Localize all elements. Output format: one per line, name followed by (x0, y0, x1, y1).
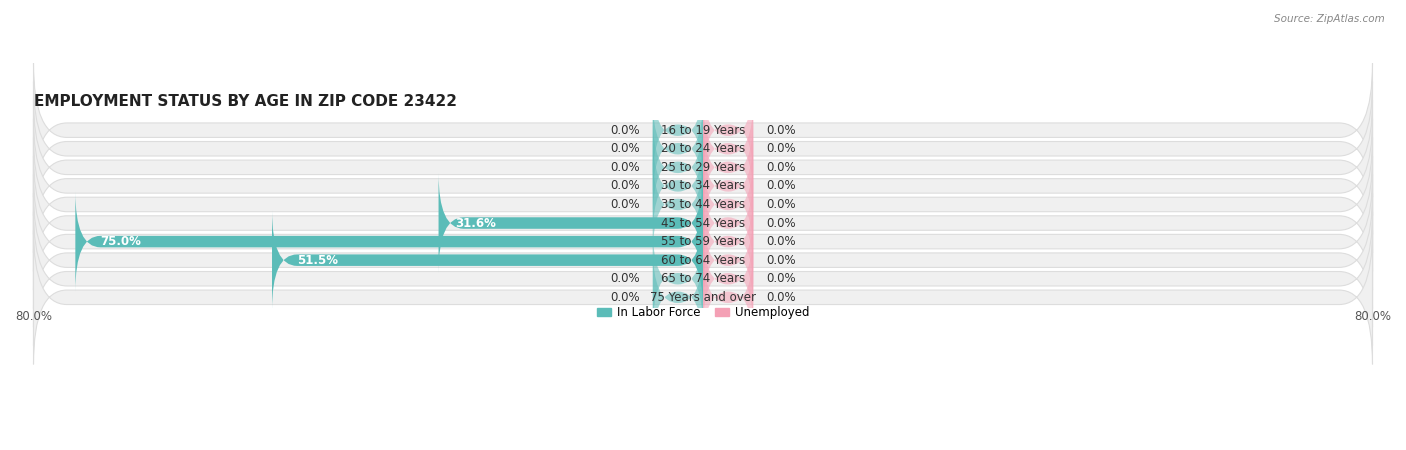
FancyBboxPatch shape (703, 173, 754, 273)
Legend: In Labor Force, Unemployed: In Labor Force, Unemployed (592, 302, 814, 324)
FancyBboxPatch shape (652, 80, 703, 180)
Text: 60 to 64 Years: 60 to 64 Years (661, 254, 745, 267)
Text: 0.0%: 0.0% (766, 161, 796, 174)
FancyBboxPatch shape (652, 117, 703, 217)
FancyBboxPatch shape (703, 80, 754, 180)
Text: 45 to 54 Years: 45 to 54 Years (661, 216, 745, 230)
Text: Source: ZipAtlas.com: Source: ZipAtlas.com (1274, 14, 1385, 23)
Text: 0.0%: 0.0% (610, 291, 640, 304)
FancyBboxPatch shape (34, 119, 1372, 253)
FancyBboxPatch shape (34, 156, 1372, 290)
Text: 51.5%: 51.5% (297, 254, 337, 267)
FancyBboxPatch shape (703, 154, 754, 254)
FancyBboxPatch shape (34, 230, 1372, 364)
FancyBboxPatch shape (652, 229, 703, 328)
FancyBboxPatch shape (703, 192, 754, 292)
Text: 0.0%: 0.0% (610, 198, 640, 211)
Text: 0.0%: 0.0% (766, 235, 796, 248)
FancyBboxPatch shape (34, 137, 1372, 271)
Text: 0.0%: 0.0% (766, 272, 796, 285)
Text: 16 to 19 Years: 16 to 19 Years (661, 124, 745, 137)
Text: 0.0%: 0.0% (610, 142, 640, 155)
Text: 35 to 44 Years: 35 to 44 Years (661, 198, 745, 211)
Text: 75.0%: 75.0% (100, 235, 142, 248)
FancyBboxPatch shape (76, 192, 703, 292)
Text: 55 to 59 Years: 55 to 59 Years (661, 235, 745, 248)
Text: 31.6%: 31.6% (456, 216, 496, 230)
Text: 0.0%: 0.0% (610, 124, 640, 137)
FancyBboxPatch shape (652, 99, 703, 199)
FancyBboxPatch shape (34, 100, 1372, 234)
FancyBboxPatch shape (34, 82, 1372, 216)
Text: 0.0%: 0.0% (610, 272, 640, 285)
FancyBboxPatch shape (703, 136, 754, 236)
Text: 65 to 74 Years: 65 to 74 Years (661, 272, 745, 285)
FancyBboxPatch shape (703, 117, 754, 217)
FancyBboxPatch shape (703, 229, 754, 328)
Text: 0.0%: 0.0% (766, 180, 796, 193)
Text: EMPLOYMENT STATUS BY AGE IN ZIP CODE 23422: EMPLOYMENT STATUS BY AGE IN ZIP CODE 234… (34, 94, 457, 109)
Text: 20 to 24 Years: 20 to 24 Years (661, 142, 745, 155)
FancyBboxPatch shape (652, 154, 703, 254)
Text: 0.0%: 0.0% (766, 291, 796, 304)
Text: 0.0%: 0.0% (610, 161, 640, 174)
Text: 0.0%: 0.0% (610, 180, 640, 193)
FancyBboxPatch shape (652, 136, 703, 236)
Text: 25 to 29 Years: 25 to 29 Years (661, 161, 745, 174)
Text: 75 Years and over: 75 Years and over (650, 291, 756, 304)
FancyBboxPatch shape (703, 99, 754, 199)
Text: 30 to 34 Years: 30 to 34 Years (661, 180, 745, 193)
Text: 0.0%: 0.0% (766, 142, 796, 155)
Text: 0.0%: 0.0% (766, 198, 796, 211)
FancyBboxPatch shape (34, 175, 1372, 309)
Text: 0.0%: 0.0% (766, 216, 796, 230)
FancyBboxPatch shape (703, 248, 754, 347)
FancyBboxPatch shape (439, 173, 703, 273)
FancyBboxPatch shape (34, 212, 1372, 346)
FancyBboxPatch shape (271, 210, 703, 310)
FancyBboxPatch shape (703, 210, 754, 310)
FancyBboxPatch shape (34, 63, 1372, 197)
FancyBboxPatch shape (652, 248, 703, 347)
FancyBboxPatch shape (34, 193, 1372, 327)
Text: 0.0%: 0.0% (766, 124, 796, 137)
Text: 0.0%: 0.0% (766, 254, 796, 267)
